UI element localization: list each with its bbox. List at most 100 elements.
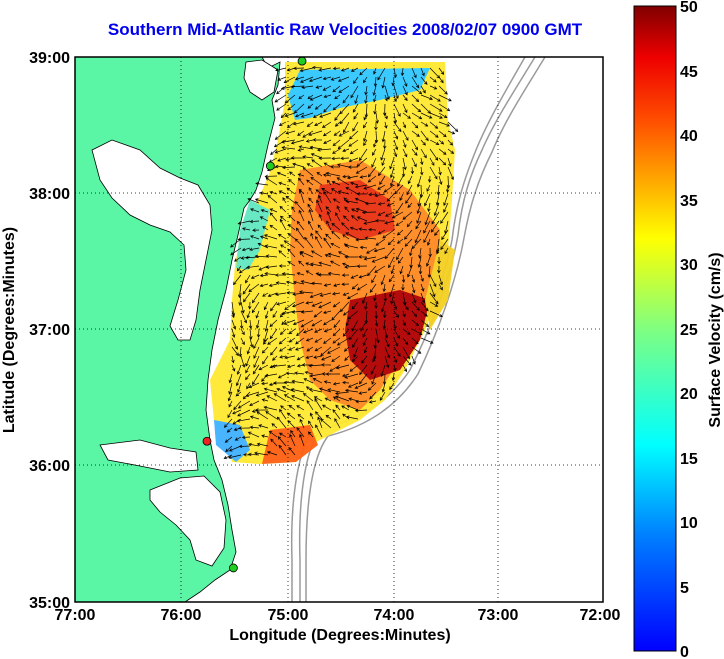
- velocity-arrow: [255, 408, 269, 412]
- velocity-arrow: [429, 166, 438, 180]
- velocity-arrow: [241, 435, 251, 440]
- velocity-arrow: [386, 202, 395, 207]
- velocity-arrow: [363, 346, 368, 354]
- velocity-arrow: [242, 227, 251, 231]
- velocity-arrow: [344, 243, 359, 249]
- velocity-arrow: [306, 400, 314, 411]
- velocity-arrow: [337, 163, 350, 168]
- velocity-arrow: [308, 76, 323, 83]
- velocity-arrow: [402, 319, 406, 327]
- velocity-arrow: [306, 346, 314, 352]
- velocity-arrow: [294, 371, 305, 375]
- velocity-arrow: [283, 240, 296, 249]
- velocity-arrow: [267, 194, 278, 204]
- velocity-arrow: [311, 319, 323, 327]
- velocity-arrow: [438, 103, 451, 112]
- velocity-arrow: [356, 216, 368, 222]
- velocity-arrow: [330, 260, 341, 267]
- velocity-arrow: [348, 157, 359, 163]
- velocity-arrow: [223, 454, 233, 460]
- velocity-arrow: [373, 94, 377, 103]
- velocity-arrow: [364, 301, 368, 311]
- velocity-arrow: [420, 166, 424, 176]
- velocity-arrow: [310, 232, 314, 240]
- velocity-arrow: [315, 189, 323, 195]
- velocity-arrow: [390, 175, 395, 187]
- velocity-arrow: [323, 191, 332, 204]
- velocity-arrow: [411, 337, 419, 345]
- velocity-arrow: [314, 328, 323, 333]
- velocity-arrow: [260, 208, 269, 213]
- velocity-arrow: [317, 416, 323, 429]
- velocity-arrow: [323, 319, 332, 326]
- velocity-arrow: [295, 337, 305, 345]
- velocity-arrow: [362, 121, 368, 129]
- velocity-arrow: [436, 247, 440, 255]
- velocity-arrow: [240, 301, 245, 314]
- velocity-arrow: [276, 387, 287, 393]
- velocity-arrow: [393, 328, 400, 340]
- velocity-arrow: [391, 373, 396, 382]
- velocity-arrow: [378, 166, 386, 177]
- colorbar-tick: 40: [680, 128, 698, 145]
- velocity-arrow: [407, 202, 413, 208]
- velocity-arrow: [429, 292, 439, 305]
- velocity-arrow: [287, 224, 296, 231]
- velocity-arrow: [390, 265, 395, 275]
- velocity-arrow: [349, 364, 359, 372]
- velocity-arrow: [389, 382, 395, 391]
- velocity-arrow: [297, 130, 305, 136]
- colorbar-tick: 30: [680, 257, 698, 274]
- velocity-arrow: [263, 387, 278, 393]
- velocity-arrow: [293, 121, 305, 126]
- velocity-arrow: [274, 148, 287, 154]
- velocity-arrow: [302, 328, 314, 334]
- velocity-arrow: [331, 310, 341, 321]
- velocity-arrow: [411, 292, 417, 304]
- velocity-arrow: [334, 112, 341, 121]
- velocity-arrow: [307, 103, 314, 109]
- velocity-arrow: [279, 205, 287, 213]
- velocity-arrow: [420, 76, 428, 85]
- velocity-arrow: [335, 395, 350, 402]
- velocity-arrow: [296, 328, 305, 337]
- velocity-arrow: [362, 292, 368, 304]
- velocity-arrow: [283, 380, 296, 385]
- velocity-arrow: [393, 148, 398, 158]
- velocity-arrow: [305, 270, 314, 276]
- velocity-arrow: [275, 67, 287, 72]
- velocity-arrow: [342, 310, 350, 316]
- velocity-arrow: [420, 139, 426, 146]
- velocity-arrow: [380, 148, 386, 161]
- velocity-arrow: [298, 290, 314, 294]
- velocity-arrow: [279, 346, 287, 352]
- velocity-arrow: [420, 67, 425, 77]
- velocity-arrow: [266, 451, 278, 456]
- velocity-arrow: [396, 247, 404, 261]
- velocity-arrow: [232, 418, 242, 425]
- velocity-arrow: [347, 382, 359, 388]
- velocity-arrow: [238, 444, 251, 449]
- velocity-arrow: [290, 85, 305, 89]
- velocity-arrow: [326, 220, 332, 231]
- velocity-arrow: [438, 130, 447, 138]
- velocity-arrow: [275, 292, 287, 296]
- velocity-arrow: [402, 148, 408, 158]
- velocity-arrow: [389, 157, 395, 170]
- velocity-arrow: [334, 121, 341, 127]
- velocity-arrow: [316, 199, 323, 213]
- velocity-arrow: [335, 404, 341, 411]
- velocity-arrow: [292, 301, 305, 308]
- velocity-arrow: [395, 202, 404, 214]
- velocity-arrow: [384, 94, 388, 102]
- colorbar-tick: 35: [680, 193, 698, 210]
- velocity-arrow: [296, 427, 305, 438]
- velocity-arrow: [351, 301, 359, 310]
- velocity-arrow: [384, 337, 390, 348]
- velocity-arrow: [294, 76, 305, 81]
- velocity-arrow: [274, 130, 287, 140]
- velocity-arrow: [356, 264, 368, 268]
- velocity-arrow: [305, 139, 314, 143]
- chesapeake-bay: [91, 139, 213, 341]
- velocity-arrow: [402, 301, 409, 311]
